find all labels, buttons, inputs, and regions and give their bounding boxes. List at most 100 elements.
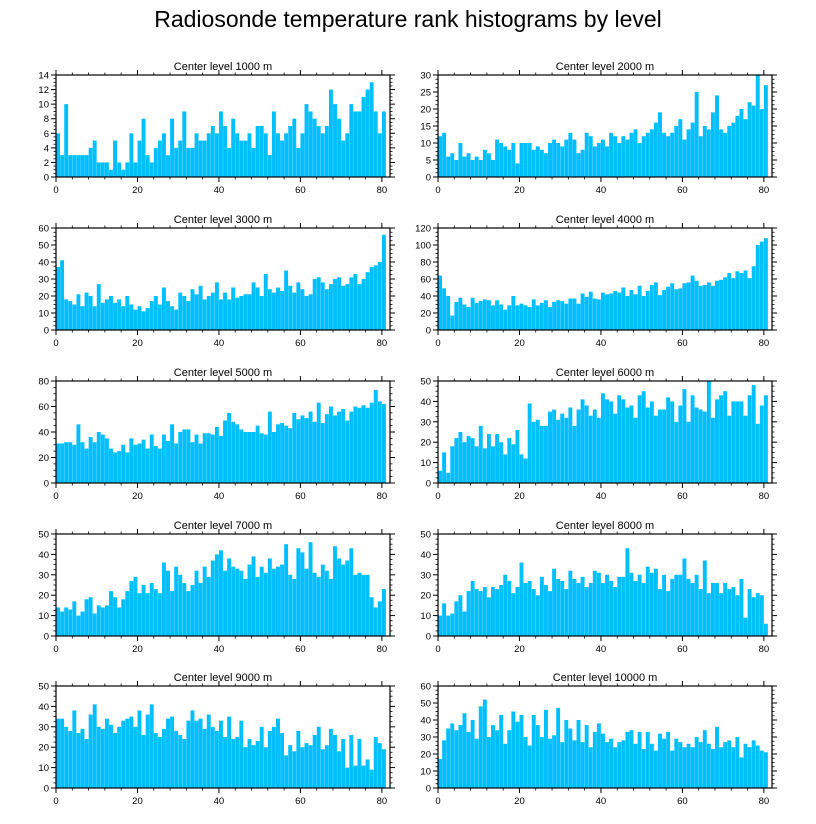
histogram-bar	[129, 580, 134, 636]
histogram-bar	[80, 442, 85, 483]
histogram-bar	[572, 425, 577, 483]
histogram-bar	[72, 710, 77, 788]
histogram-bar	[341, 285, 346, 330]
histogram-bar	[662, 290, 667, 330]
histogram-bar	[645, 731, 650, 788]
histogram-bar	[263, 133, 268, 177]
histogram-bar	[649, 572, 654, 636]
histogram-bar	[84, 292, 89, 330]
histogram-bar	[198, 718, 203, 788]
histogram-bar	[186, 301, 191, 330]
histogram-bar	[584, 725, 589, 788]
histogram-bar	[605, 742, 609, 788]
histogram-bar	[580, 742, 585, 788]
histogram-bar	[182, 582, 187, 636]
histogram-bar	[588, 415, 593, 483]
histogram-bar	[511, 711, 516, 788]
histogram-bar	[588, 582, 593, 636]
x-tick-label: 0	[53, 796, 58, 807]
histogram-bar	[552, 735, 557, 788]
histogram-bar	[637, 143, 642, 177]
histogram-bar	[596, 143, 601, 177]
y-tick-label: 120	[415, 224, 431, 235]
histogram-bar	[747, 102, 752, 177]
histogram-bar	[743, 617, 748, 636]
x-tick-label: 20	[514, 491, 525, 502]
histogram-bar	[263, 572, 268, 636]
y-tick-label: 60	[420, 682, 431, 693]
histogram-bar	[84, 739, 89, 788]
histogram-bar	[145, 714, 150, 788]
histogram-bar	[304, 417, 309, 483]
histogram-bar	[515, 305, 520, 330]
histogram-bar	[438, 759, 442, 788]
histogram-bar	[592, 146, 597, 177]
histogram-bar	[601, 393, 605, 483]
histogram-bar	[263, 273, 268, 330]
histogram-bar	[442, 288, 447, 330]
x-tick-label: 20	[132, 491, 143, 502]
histogram-bar	[60, 611, 65, 636]
histogram-bar	[276, 424, 280, 483]
histogram-bar	[596, 299, 601, 330]
histogram-bar	[80, 306, 85, 330]
histogram-bar	[450, 446, 455, 483]
histogram-bar	[645, 407, 650, 483]
histogram-bar	[543, 425, 548, 483]
histogram-bar	[706, 282, 711, 330]
histogram-bar	[560, 742, 565, 788]
histogram-bar	[149, 434, 154, 483]
histogram-bar	[609, 580, 614, 636]
histogram-bar	[80, 611, 85, 636]
histogram-panel: Center level 2000 m 0 5 10 15 20 25 30 0 20 40 60 80	[420, 61, 777, 196]
histogram-bar	[64, 442, 69, 483]
histogram-bar	[731, 278, 736, 330]
histogram-bar	[121, 599, 126, 636]
histogram-bar	[153, 296, 158, 330]
histogram-bar	[649, 129, 654, 177]
histogram-bar	[552, 301, 557, 330]
histogram-bar	[482, 299, 487, 330]
x-tick-label: 40	[596, 644, 607, 655]
histogram-bar	[324, 414, 329, 483]
x-tick-label: 60	[295, 185, 306, 196]
histogram-bar	[247, 133, 252, 177]
histogram-bar	[137, 593, 142, 636]
y-tick-label: 50	[420, 530, 431, 541]
histogram-bar	[735, 271, 740, 330]
y-tick-label: 50	[38, 682, 49, 693]
histogram-bar	[333, 546, 337, 636]
y-tick-label: 20	[420, 591, 431, 602]
histogram-bar	[658, 409, 662, 483]
histogram-bar	[478, 706, 483, 788]
histogram-bar	[174, 443, 179, 483]
histogram-bar	[104, 605, 109, 636]
histogram-bar	[280, 290, 285, 330]
histogram-bar	[137, 306, 142, 330]
histogram-bar	[161, 287, 166, 330]
histogram-bar	[210, 292, 215, 330]
histogram-bar	[731, 122, 736, 177]
histogram-bar	[474, 302, 479, 330]
panel-title: Center level 3000 m	[174, 214, 272, 226]
histogram-bar	[369, 267, 374, 330]
y-tick-label: 10	[38, 611, 49, 622]
histogram-panel: Center level 10000 m 0 10 20 30 40 50 60 0 20 40 60…	[420, 672, 777, 807]
histogram-bar	[735, 115, 740, 177]
histogram-bar	[686, 129, 691, 177]
histogram-bar	[601, 582, 605, 636]
histogram-bar	[605, 574, 609, 636]
histogram-bar	[690, 582, 695, 636]
histogram-bar	[365, 272, 370, 330]
y-tick-label: 15	[420, 122, 431, 133]
histogram-bar	[755, 593, 760, 636]
histogram-bar	[694, 92, 699, 177]
histogram-bar	[255, 287, 260, 330]
histogram-bar	[109, 169, 113, 177]
histogram-bar	[637, 395, 642, 483]
y-tick-label: 20	[38, 292, 49, 303]
histogram-bar	[715, 582, 719, 636]
histogram-bar	[751, 385, 756, 483]
histogram-bar	[702, 730, 707, 788]
histogram-bar	[284, 544, 289, 636]
